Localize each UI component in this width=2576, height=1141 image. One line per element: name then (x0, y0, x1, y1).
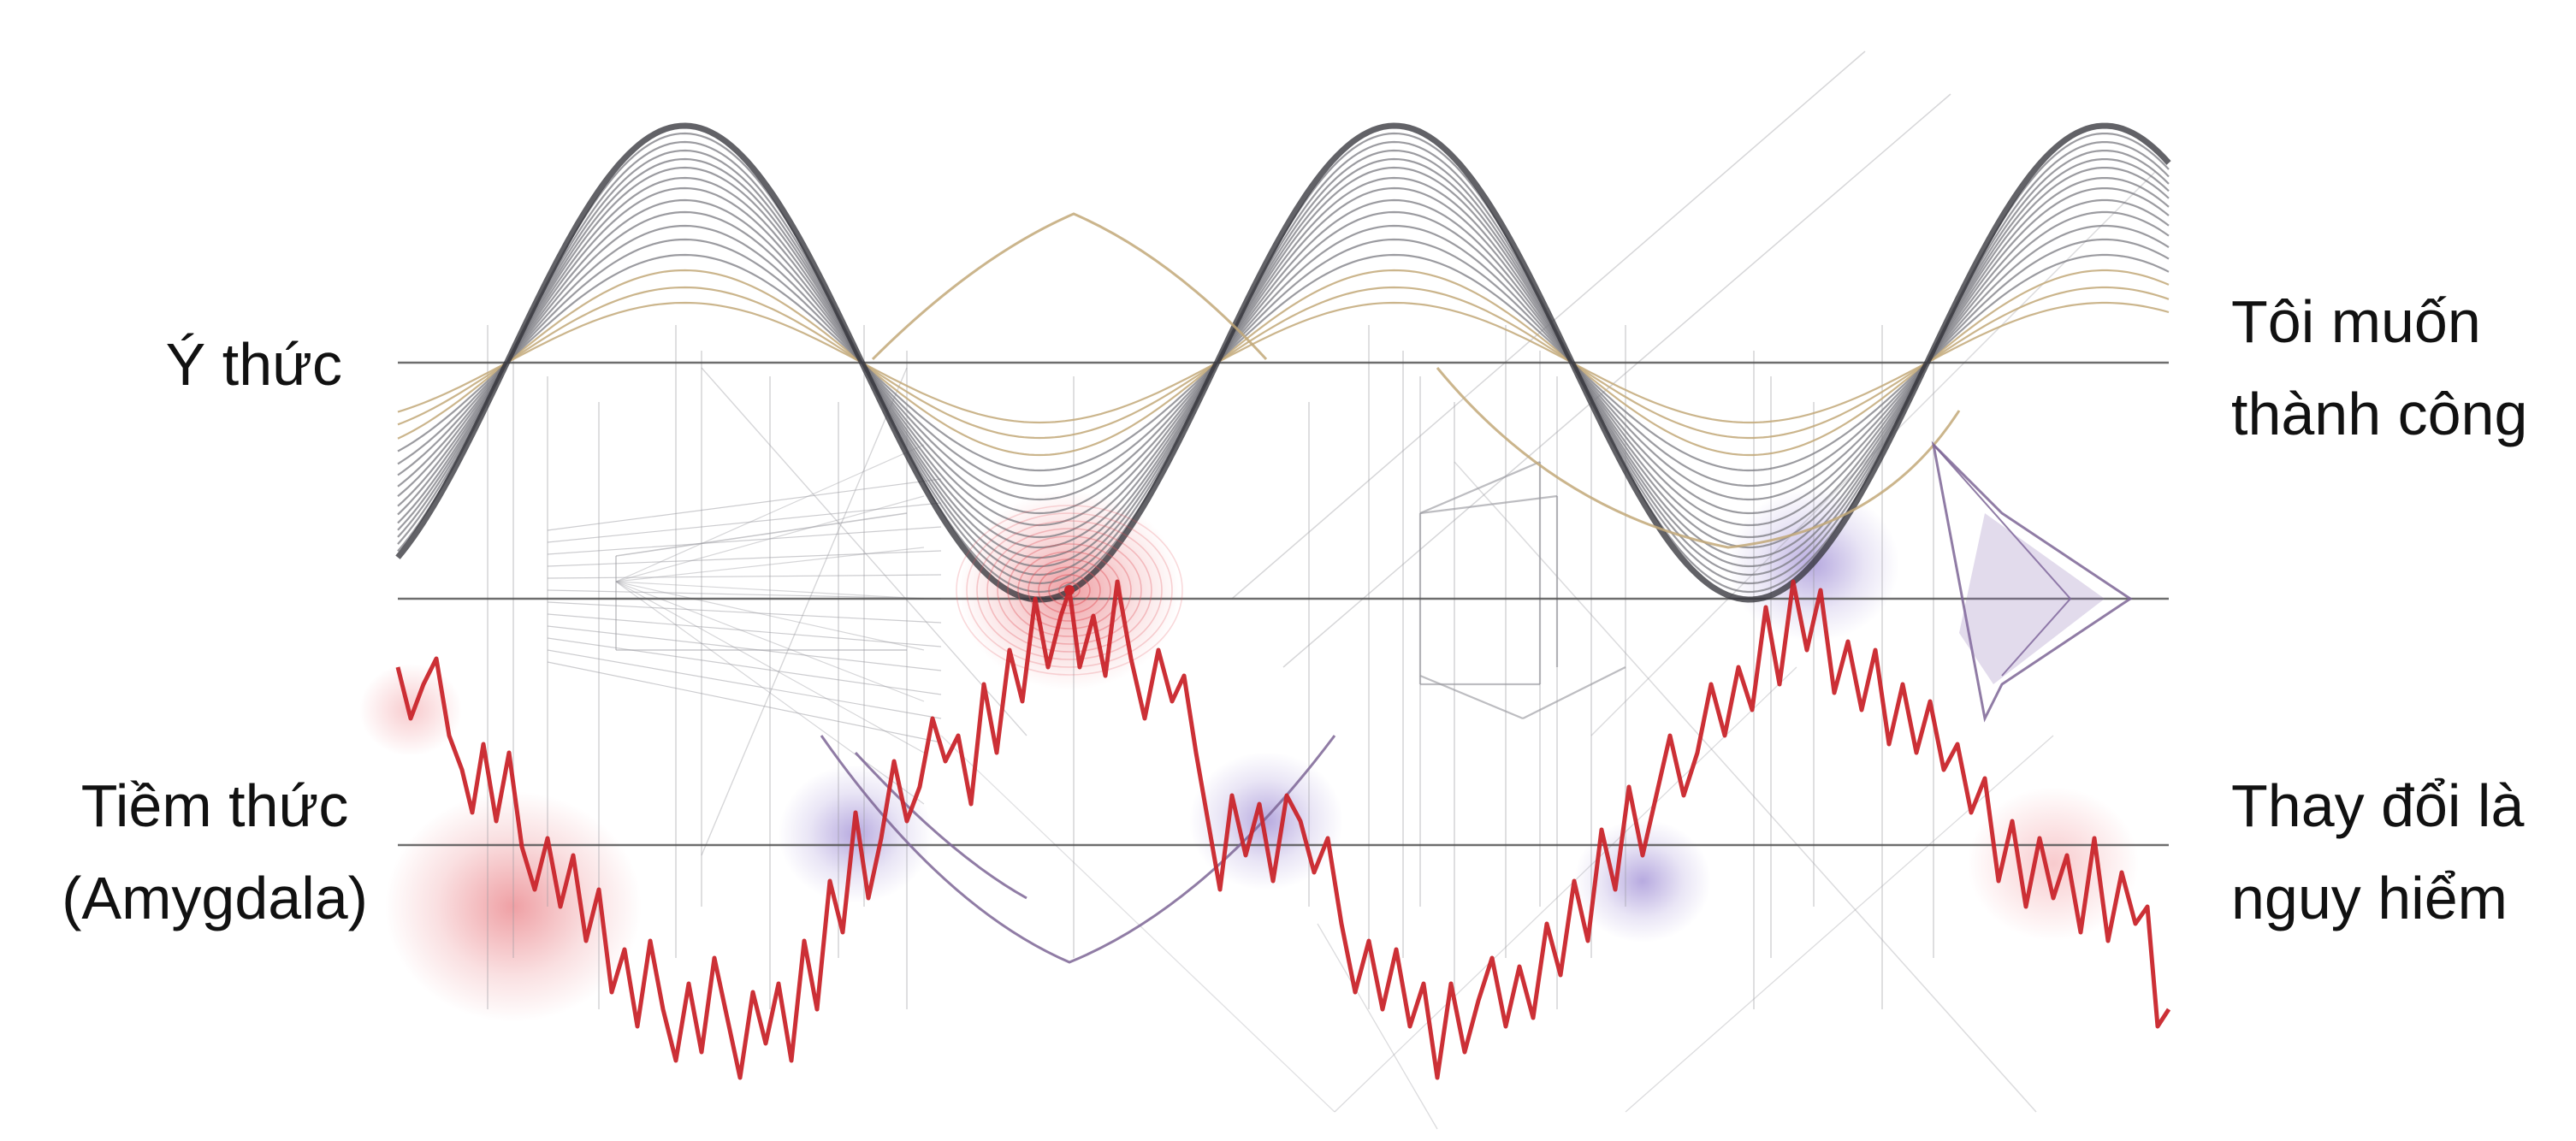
label-danger-line1: Thay đổi là (2231, 772, 2525, 839)
sine-wave-line (397, 157, 2170, 568)
gold-curve (1436, 367, 1961, 549)
label-want-success: Tôi muốn thành công (2231, 275, 2527, 460)
sine-wave-line (397, 198, 2170, 527)
sketch-line (547, 661, 942, 743)
horizontal-reference-lines (398, 361, 2169, 847)
sketch-line (547, 613, 942, 647)
sketch-line (701, 367, 908, 856)
label-subconscious: Tiềm thức (Amygdala) (62, 760, 368, 944)
purple-line (1933, 444, 2072, 677)
sine-wave-line (397, 166, 2170, 559)
sketch-line (615, 547, 925, 582)
purple-line (1931, 440, 2133, 723)
sketch-line (615, 581, 925, 651)
purple-shape-fill (1959, 513, 2105, 684)
sketch-line (1454, 461, 2037, 1113)
subconscious-noise-line (395, 579, 2171, 1080)
purple-glow (779, 765, 933, 903)
sketch-line (1590, 170, 2157, 736)
ripple-ring (1027, 559, 1111, 622)
sketch-line (1625, 735, 2054, 1113)
sine-wave-line (397, 149, 2170, 576)
sketch-line (547, 574, 942, 579)
sketch-line (1419, 674, 1524, 720)
sketch-line (615, 581, 925, 600)
label-conscious-text: Ý thức (165, 331, 342, 398)
sine-wave-line (397, 186, 2170, 539)
sketch-line (547, 637, 942, 695)
sine-wave-line (395, 122, 2171, 603)
gold-curve (871, 212, 1268, 361)
ripple-ring (966, 512, 1173, 668)
ripple-ring (997, 535, 1142, 645)
red-glow (385, 791, 642, 1022)
label-subconscious-line2: (Amygdala) (62, 865, 368, 931)
purple-line (854, 751, 1027, 900)
sketch-line (547, 589, 942, 600)
sketch-line (615, 512, 908, 557)
sketch-line (615, 581, 925, 702)
sketch-line (615, 581, 925, 754)
ripple-ring (976, 520, 1163, 660)
ripple-ring (956, 505, 1183, 676)
sketch-line (547, 625, 942, 671)
sketch-line (615, 444, 925, 582)
ripple-rings (956, 505, 1183, 676)
sine-wave-line (397, 140, 2170, 585)
sketch-line (547, 502, 942, 543)
sketch-line (1522, 666, 1626, 719)
label-want-line1: Tôi muốn (2231, 288, 2481, 355)
label-change-danger: Thay đổi là nguy hiểm (2231, 760, 2524, 944)
sketch-line (1334, 666, 1797, 1113)
conscious-sine-wave-bundle (395, 122, 2171, 603)
label-subconscious-line1: Tiềm thức (80, 772, 349, 839)
label-danger-line2: nguy hiểm (2231, 865, 2508, 931)
sine-wave-line (397, 210, 2170, 515)
sine-wave-line (397, 238, 2170, 488)
sine-wave-line (397, 286, 2170, 440)
sine-wave-line (397, 253, 2170, 472)
ripple-ring (986, 528, 1152, 653)
sketch-line (547, 649, 942, 719)
sketch-line (547, 601, 942, 624)
label-conscious: Ý thức (166, 318, 342, 411)
sketch-line (615, 581, 925, 805)
label-want-line2: thành công (2231, 381, 2528, 447)
ripple-ring (1038, 566, 1101, 614)
sketch-line (1419, 460, 1541, 515)
sketch-line (547, 526, 942, 555)
sine-wave-line (397, 224, 2170, 501)
sketch-line (615, 495, 925, 582)
glow-layer (359, 488, 2139, 1022)
sine-wave-line (397, 269, 2170, 457)
sketch-line (1282, 93, 1951, 668)
sketch-line (940, 735, 1335, 1113)
sketch-line (1419, 494, 1558, 515)
sine-wave-line (397, 301, 2170, 424)
sketch-line (1317, 923, 1438, 1130)
sketch-line (547, 478, 942, 531)
sine-wave-line (397, 176, 2170, 549)
ripple-ring (1007, 543, 1132, 637)
sketch-line (701, 367, 1027, 736)
perspective-sketch-lines (487, 50, 2157, 1130)
sketch-line (547, 550, 942, 567)
subconscious-noise-wave (395, 579, 2171, 1080)
